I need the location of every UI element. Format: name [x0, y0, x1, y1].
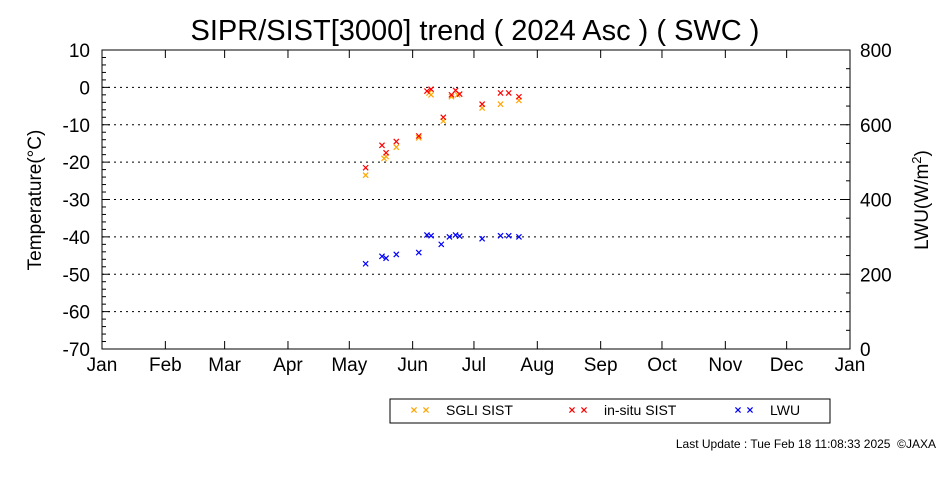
x-tick-label: Dec: [770, 355, 804, 376]
in-situ-sist-point: [456, 91, 463, 98]
lwu-point: [378, 253, 386, 260]
lwu-point: [438, 241, 445, 248]
axes: 100-10-20-30-40-50-60-708006004002000Jan…: [63, 41, 892, 376]
in-situ-sist-point: [378, 142, 386, 149]
in-situ-sist-point: [440, 114, 447, 121]
in-situ-sist-point: [362, 164, 369, 171]
y-tick-label: -30: [63, 191, 90, 212]
legend-marker-in-situ-sist: [580, 406, 588, 414]
lwu-point: [497, 232, 504, 239]
x-tick-label: May: [331, 355, 367, 376]
lwu-point: [362, 260, 369, 267]
x-tick-label: Jan: [835, 355, 866, 376]
lwu-point: [479, 235, 486, 242]
in-situ-sist-point: [393, 138, 400, 145]
y-tick-label: -10: [63, 116, 90, 137]
y-tick-label: 10: [69, 41, 90, 62]
legend-marker-sgli-sist: [422, 406, 430, 414]
lwu-point: [383, 255, 390, 262]
x-tick-label: Mar: [208, 355, 241, 376]
lwu-point: [456, 233, 463, 240]
x-tick-label: Jul: [462, 355, 486, 376]
lwu-point: [515, 233, 522, 240]
x-tick-label: Feb: [149, 355, 182, 376]
copyright-text: ©JAXA: [897, 437, 936, 451]
chart-title: SIPR/SIST[3000] trend ( 2024 Asc ) ( SWC…: [191, 15, 760, 47]
lwu-point: [446, 233, 453, 240]
in-situ-sist-point: [423, 88, 430, 95]
y2-tick-label: 600: [860, 116, 892, 137]
y-axis-label: Temperature(°C): [25, 130, 46, 271]
x-tick-label: Apr: [273, 355, 303, 376]
x-tick-label: Nov: [708, 355, 742, 376]
x-tick-label: Sep: [584, 355, 618, 376]
legend-marker-sgli-sist: [410, 406, 418, 414]
legend: SGLI SIST in-situ SIST LWU: [389, 398, 831, 424]
sgli-sist-point: [393, 144, 400, 151]
lwu-point: [505, 232, 512, 239]
lwu-point: [428, 232, 435, 239]
last-update-text: Last Update : Tue Feb 18 11:08:33 2025: [675, 437, 891, 451]
y2-tick-label: 400: [860, 191, 892, 212]
y-tick-label: -40: [63, 228, 90, 249]
in-situ-sist-point: [479, 101, 486, 108]
sgli-sist-point: [362, 172, 369, 179]
y-tick-label: -20: [63, 153, 90, 174]
lwu-point: [415, 249, 422, 256]
legend-marker-in-situ-sist: [568, 406, 576, 414]
y2-tick-label: 800: [860, 41, 892, 62]
legend-marker-lwu: [734, 406, 742, 414]
sgli-sist-point: [497, 101, 504, 108]
legend-box: [389, 398, 831, 424]
legend-marker-lwu: [746, 406, 754, 414]
x-tick-label: Jan: [87, 355, 118, 376]
lwu-point: [452, 231, 459, 239]
legend-label-in-situ-sist: in-situ SIST: [604, 402, 677, 418]
x-tick-label: Oct: [647, 355, 677, 376]
y-tick-label: -70: [63, 340, 90, 361]
y-tick-label: -50: [63, 265, 90, 286]
y2-axis-label-sup: 2: [909, 156, 924, 163]
x-tick-label: Aug: [520, 355, 554, 376]
in-situ-sist-point: [515, 93, 522, 100]
x-tick-label: Jun: [397, 355, 428, 376]
sgli-sist-point: [415, 134, 422, 141]
in-situ-sist-point: [497, 89, 504, 97]
footer: Last Update : Tue Feb 18 11:08:33 2025 ©…: [676, 437, 936, 451]
y2-axis-label-main: LWU(W/m: [912, 164, 933, 250]
y2-tick-label: 0: [860, 340, 871, 361]
y-tick-label: -60: [63, 303, 90, 324]
y2-axis-label: LWU(W/m2): [909, 150, 934, 250]
legend-label-lwu: LWU: [770, 402, 800, 418]
lwu-point: [393, 251, 400, 258]
in-situ-sist-point: [415, 132, 422, 139]
in-situ-sist-point: [383, 149, 390, 156]
y2-tick-label: 200: [860, 265, 892, 286]
y2-axis-label-end: ): [912, 150, 933, 156]
data-marks: [362, 86, 522, 267]
in-situ-sist-point: [428, 86, 435, 93]
grid: [102, 86, 850, 313]
y-tick-label: 0: [79, 78, 90, 99]
in-situ-sist-point: [505, 89, 512, 97]
sgli-sist-point: [448, 93, 455, 100]
legend-label-sgli-sist: SGLI SIST: [446, 402, 513, 418]
